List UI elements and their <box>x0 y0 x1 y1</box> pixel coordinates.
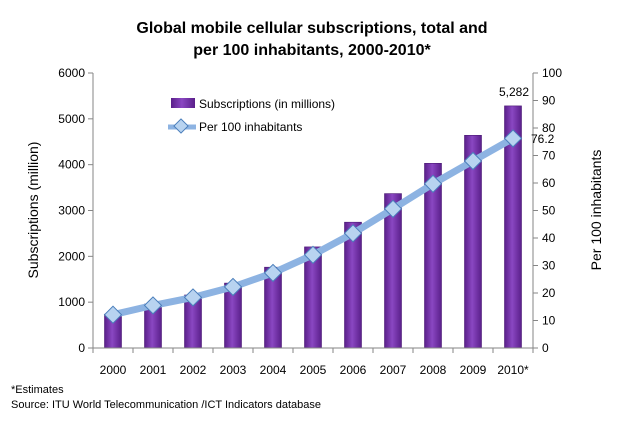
marker-2010* <box>503 129 523 148</box>
x-tick-label: 2008 <box>420 363 447 377</box>
marker-2004 <box>263 263 283 283</box>
right-tick-label: 10 <box>542 314 556 328</box>
left-tick-label: 5000 <box>58 112 85 126</box>
x-tick-label: 2010* <box>497 363 529 377</box>
left-tick-label: 3000 <box>58 204 85 218</box>
x-tick-label: 2005 <box>300 363 327 377</box>
legend: Subscriptions (in millions) Per 100 inha… <box>168 97 335 134</box>
x-axis-ticks: 2000 2001 2002 2003 2004 2005 2006 2007 2008 2009… <box>92 348 534 377</box>
right-tick-label: 100 <box>542 66 562 80</box>
x-tick-label: 2007 <box>380 363 407 377</box>
left-tick-label: 0 <box>78 341 85 355</box>
legend-label-subscriptions: Subscriptions (in millions) <box>199 97 335 111</box>
right-tick-label: 80 <box>542 121 556 135</box>
marker-2003 <box>223 277 243 297</box>
data-label-last-point: 76.2 <box>531 132 555 146</box>
left-tick-label: 6000 <box>58 66 85 80</box>
legend-swatch-subscriptions <box>171 98 195 108</box>
left-tick-label: 1000 <box>58 295 85 309</box>
marker-2002 <box>183 288 203 307</box>
marker-2000 <box>103 305 123 324</box>
estimates-note: *Estimates <box>11 384 64 396</box>
left-axis-ticks: 0 1000 2000 3000 4000 5000 6000 <box>58 66 93 355</box>
right-tick-label: 40 <box>542 231 556 245</box>
x-tick-label: 2000 <box>100 363 127 377</box>
x-tick-label: 2009 <box>460 363 487 377</box>
marker-2007 <box>383 199 403 218</box>
marker-2006 <box>343 224 363 243</box>
x-tick-label: 2002 <box>180 363 207 377</box>
source-note: Source: ITU World Telecommunication /ICT… <box>11 399 321 411</box>
x-tick-label: 2004 <box>260 363 287 377</box>
data-label-last-bar: 5,282 <box>499 85 529 99</box>
left-tick-label: 4000 <box>58 158 85 172</box>
bar-series <box>104 105 522 349</box>
right-tick-label: 20 <box>542 286 556 300</box>
legend-marker <box>173 118 189 134</box>
legend-label-per100: Per 100 inhabitants <box>199 120 302 134</box>
marker-2009 <box>463 151 483 171</box>
line-series <box>103 129 523 324</box>
marker-2008 <box>423 174 443 193</box>
chart-title-line1: Global mobile cellular subscriptions, to… <box>136 20 487 37</box>
right-axis-ticks: 0 10 20 30 40 50 60 70 80 90 100 <box>533 66 562 355</box>
right-tick-label: 90 <box>542 94 556 108</box>
left-axis-title: Subscriptions (million) <box>25 142 41 279</box>
right-tick-label: 50 <box>542 204 556 218</box>
chart-title-line2: per 100 inhabitants, 2000-2010* <box>193 42 431 59</box>
right-tick-label: 30 <box>542 259 556 273</box>
x-tick-label: 2003 <box>220 363 247 377</box>
marker-2001 <box>143 296 163 315</box>
right-axis-title: Per 100 inhabitants <box>588 150 604 271</box>
marker-2005 <box>303 245 323 264</box>
x-tick-label: 2001 <box>140 363 167 377</box>
left-tick-label: 2000 <box>58 249 85 263</box>
right-tick-label: 60 <box>542 176 556 190</box>
right-tick-label: 0 <box>542 341 549 355</box>
x-tick-label: 2006 <box>340 363 367 377</box>
right-tick-label: 70 <box>542 149 556 163</box>
